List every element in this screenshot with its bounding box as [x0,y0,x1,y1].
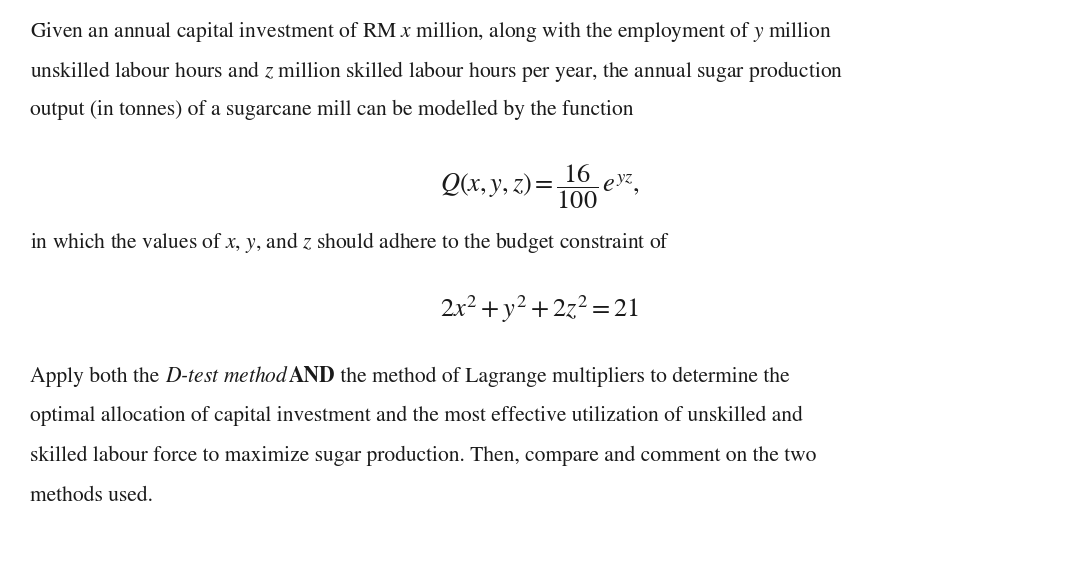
Text: Given an annual capital investment of RM $x$ million, along with the employment : Given an annual capital investment of RM… [30,20,833,44]
Text: Apply both the: Apply both the [30,366,165,387]
Text: in which the values of $x$, $y$, and $z$ should adhere to the budget constraint : in which the values of $x$, $y$, and $z$… [30,230,671,255]
Text: unskilled labour hours and $z$ million skilled labour hours per year, the annual: unskilled labour hours and $z$ million s… [30,59,843,85]
Text: $Q(x, y, z) = \dfrac{16}{100}\,e^{yz},$: $Q(x, y, z) = \dfrac{16}{100}\,e^{yz},$ [440,163,640,211]
Text: skilled labour force to maximize sugar production. Then, compare and comment on : skilled labour force to maximize sugar p… [30,446,816,466]
Text: optimal allocation of capital investment and the most effective utilization of u: optimal allocation of capital investment… [30,406,804,426]
Text: methods used.: methods used. [30,486,153,505]
Text: AND: AND [288,366,336,387]
Text: output (in tonnes) of a sugarcane mill can be modelled by the function: output (in tonnes) of a sugarcane mill c… [30,99,634,119]
Text: $D$-test method: $D$-test method [165,366,288,387]
Text: $2x^2 + y^2 + 2z^2 = 21$: $2x^2 + y^2 + 2z^2 = 21$ [441,293,639,325]
Text: the method of Lagrange multipliers to determine the: the method of Lagrange multipliers to de… [336,366,791,387]
